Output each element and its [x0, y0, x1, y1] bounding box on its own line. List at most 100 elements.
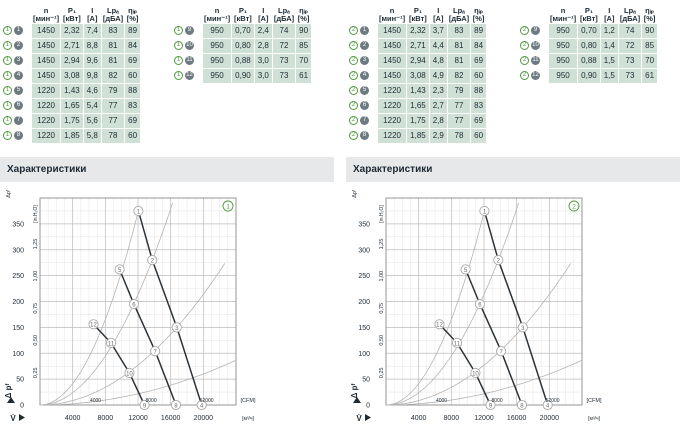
operating-point-marker [474, 299, 485, 310]
cell-eta: 60 [125, 69, 141, 83]
cell-n: 950 [549, 54, 578, 68]
operating-point-badge: 6 [360, 101, 369, 111]
cell-eta: 83 [125, 99, 141, 113]
y-tick-label: 100 [12, 351, 24, 358]
y-tick-label: 150 [358, 325, 370, 332]
cell-n: 1220 [32, 114, 61, 128]
table-header-row: n [мин⁻¹] P₁ [кВт] I [A] Lpₐ [дБА] ηᵢₚ [%] [519, 6, 658, 23]
cell-eta: 84 [471, 39, 487, 53]
operating-point-badge: 9 [185, 26, 194, 36]
operating-point-label: 11 [454, 341, 461, 347]
x-tick-label: 12000 [128, 415, 148, 422]
variant-badge-chart [568, 200, 580, 212]
cell-lpa: 82 [447, 69, 471, 83]
cell-p1: 1,75 [407, 114, 429, 128]
col-i: I [A] [429, 7, 447, 23]
variant-badge: 2 [349, 131, 358, 141]
cell-p1: 0,90 [232, 69, 254, 83]
x-axis-unit-secondary: [CFM] [587, 398, 602, 404]
operating-point-marker [516, 399, 528, 411]
fan-curve-series-line [483, 210, 549, 406]
cell-n: 1450 [32, 54, 61, 68]
operating-point-label: 3 [175, 326, 179, 332]
y-tick-label: 200 [12, 299, 24, 306]
operating-point-label: 2 [497, 259, 501, 265]
cell-p1: 3,08 [407, 69, 429, 83]
system-curve [39, 202, 173, 406]
cell-i: 4,9 [429, 69, 447, 83]
cell-lpa: 81 [447, 54, 471, 68]
table-row: 1 5 1220 1,43 4,6 79 88 [2, 84, 141, 98]
operating-point-marker [493, 255, 504, 266]
x-axis-unit-secondary: [CFM] [241, 398, 256, 404]
row-index: 1 12 [173, 69, 202, 83]
cell-eta: 90 [642, 24, 658, 38]
operating-point-badge: 8 [14, 131, 23, 141]
variant-badge: 2 [349, 26, 358, 36]
cell-p1: 0,80 [232, 39, 254, 53]
table-row: 1 12 950 0,90 3,0 73 61 [173, 69, 312, 83]
col-n: n [мин⁻¹] [378, 6, 407, 23]
operating-point-label: 5 [118, 268, 122, 274]
operating-point-marker [479, 205, 490, 216]
table-row: 1 1 1450 2,32 7,4 83 89 [2, 24, 141, 38]
variant-badge: 1 [3, 71, 12, 81]
cell-lpa: 82 [101, 69, 125, 83]
cell-i: 4,8 [429, 54, 447, 68]
cell-i: 2,8 [254, 39, 272, 53]
row-index: 1 11 [173, 54, 202, 68]
table-row: 2 8 1220 1,85 2,9 78 60 [348, 129, 487, 143]
operating-point-label: 1 [137, 209, 141, 215]
cell-n: 1450 [32, 69, 61, 83]
x-axis-arrow [19, 414, 25, 421]
table-row: 2 9 950 0,70 1,2 74 90 [519, 24, 658, 38]
table-row: 1 2 1450 2,71 8,8 81 84 [2, 39, 141, 53]
cell-i: 5,6 [83, 114, 101, 128]
operating-point-badge: 10 [531, 41, 540, 51]
cell-p1: 2,94 [407, 54, 429, 68]
cell-eta: 70 [642, 54, 658, 68]
x-tick-label: 20000 [194, 415, 214, 422]
cell-n: 1450 [32, 24, 61, 38]
section-header: Характеристики [0, 157, 334, 182]
operating-point-badge: 2 [14, 41, 23, 51]
operating-point-badge: 5 [14, 86, 23, 96]
y-tick-label: 50 [362, 377, 370, 384]
operating-point-badge: 12 [185, 71, 194, 81]
y-tick-label: 100 [358, 351, 370, 358]
y-axis-arrow [353, 397, 361, 403]
x-tick-label: 4000 [65, 415, 81, 422]
table-row: 2 7 1220 1,75 2,8 77 69 [348, 114, 487, 128]
variant-badge: 2 [349, 101, 358, 111]
section-header: Характеристики [346, 157, 680, 182]
x-tick-label: 8000 [98, 415, 114, 422]
cell-lpa: 78 [447, 129, 471, 143]
table-row: 1 3 1450 2,94 9,6 81 69 [2, 54, 141, 68]
plot-frame [385, 197, 583, 406]
variant-badge-chart [222, 200, 234, 212]
cell-p1: 0,70 [578, 24, 600, 38]
cell-n: 1220 [32, 84, 61, 98]
operating-point-marker [171, 322, 182, 333]
table-row: 1 8 1220 1,85 5,8 78 60 [2, 129, 141, 143]
cell-p1: 1,43 [61, 84, 83, 98]
cell-i: 2,8 [429, 114, 447, 128]
cell-eta: 60 [125, 129, 141, 143]
cell-p1: 0,80 [578, 39, 600, 53]
col-eta: ηᵢₚ [%] [642, 6, 658, 23]
operating-point-marker [88, 319, 99, 330]
cell-lpa: 81 [101, 39, 125, 53]
x-axis-symbol: V̇ [10, 414, 16, 423]
cell-lpa: 72 [272, 39, 296, 53]
x-axis-arrow [365, 414, 371, 421]
y-tick-label-secondary: 1,25 [33, 239, 39, 250]
